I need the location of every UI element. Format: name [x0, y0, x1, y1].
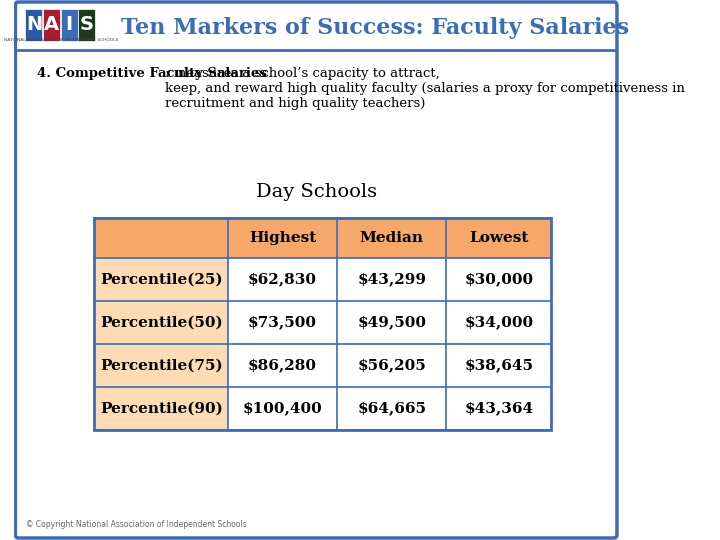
Text: N: N [26, 16, 42, 35]
Bar [337, 301, 446, 344]
Text: Percentile(75): Percentile(75) [100, 359, 223, 373]
Bar [446, 387, 552, 430]
Text: Lowest: Lowest [469, 231, 528, 245]
Text: $56,205: $56,205 [357, 359, 426, 373]
Bar [337, 387, 446, 430]
Text: Highest: Highest [249, 231, 316, 245]
Text: © Copyright National Association of Independent Schools: © Copyright National Association of Inde… [27, 520, 247, 529]
Text: A: A [44, 16, 59, 35]
Bar [337, 344, 446, 387]
Text: 4. Competitive Faculty Salaries: 4. Competitive Faculty Salaries [37, 67, 267, 80]
FancyBboxPatch shape [15, 2, 617, 538]
Text: $30,000: $30,000 [464, 273, 534, 287]
Bar [446, 344, 552, 387]
Text: : measures a school’s capacity to attract,
keep, and reward high quality faculty: : measures a school’s capacity to attrac… [165, 67, 685, 110]
Bar [94, 344, 228, 387]
Text: $43,299: $43,299 [357, 273, 426, 287]
Text: $38,645: $38,645 [464, 359, 534, 373]
Text: S: S [80, 16, 94, 35]
Text: Day Schools: Day Schools [256, 183, 377, 201]
Text: Percentile(90): Percentile(90) [100, 402, 223, 415]
Text: $34,000: $34,000 [464, 315, 534, 329]
Bar [228, 387, 337, 430]
Bar [78, 9, 95, 41]
Text: Ten Markers of Success: Faculty Salaries: Ten Markers of Success: Faculty Salaries [121, 17, 629, 39]
Bar [228, 301, 337, 344]
Bar [60, 9, 78, 41]
Text: NATIONAL ASSOCIATION OF INDEPENDENT SCHOOLS: NATIONAL ASSOCIATION OF INDEPENDENT SCHO… [4, 38, 118, 42]
Bar [43, 9, 60, 41]
Text: $64,665: $64,665 [357, 402, 426, 415]
Bar [25, 9, 42, 41]
Text: $73,500: $73,500 [248, 315, 317, 329]
Text: $100,400: $100,400 [243, 402, 323, 415]
Bar [337, 258, 446, 301]
Bar [94, 218, 552, 430]
Text: I: I [66, 16, 73, 35]
Bar [446, 258, 552, 301]
Bar [94, 218, 552, 258]
Text: Percentile(25): Percentile(25) [100, 273, 223, 287]
Bar [94, 258, 228, 301]
Bar [228, 258, 337, 301]
Bar [228, 344, 337, 387]
Text: $49,500: $49,500 [357, 315, 426, 329]
Bar [446, 301, 552, 344]
Text: Percentile(50): Percentile(50) [100, 315, 223, 329]
Bar [94, 301, 228, 344]
Text: $86,280: $86,280 [248, 359, 317, 373]
Bar [94, 387, 228, 430]
Text: $43,364: $43,364 [464, 402, 534, 415]
Text: $62,830: $62,830 [248, 273, 317, 287]
Text: Median: Median [360, 231, 424, 245]
